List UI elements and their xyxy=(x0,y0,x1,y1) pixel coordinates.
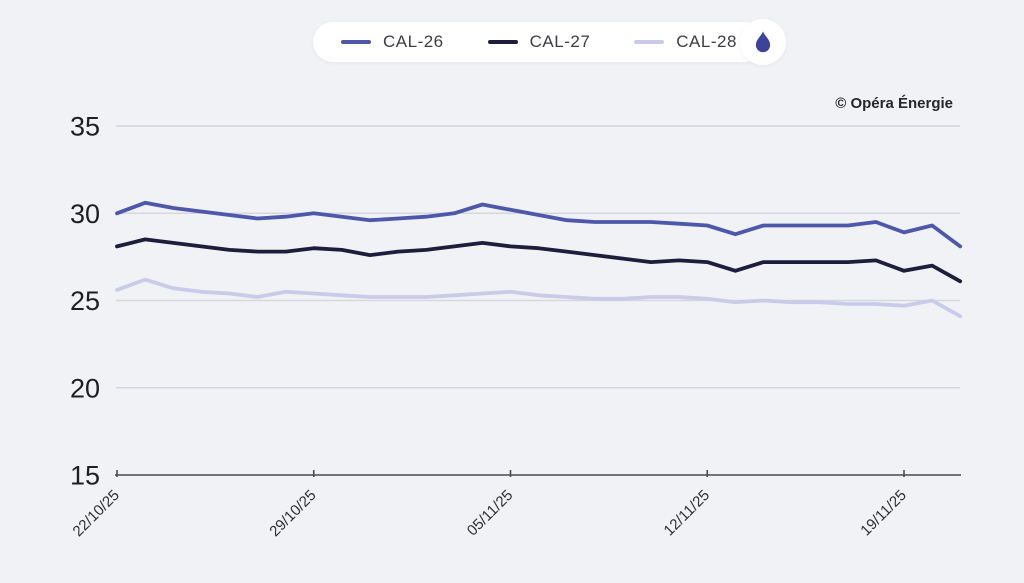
legend-label-cal-26: CAL-26 xyxy=(383,32,444,51)
y-tick-label: 20 xyxy=(70,373,100,403)
series-line-cal-28 xyxy=(115,277,963,319)
y-tick-label: 25 xyxy=(70,286,100,316)
legend-swatch-cal-27 xyxy=(487,40,518,44)
y-tick-label: 35 xyxy=(70,112,100,142)
legend-item-cal-27[interactable]: CAL-27 xyxy=(487,32,591,52)
x-tick-label: 19/11/25 xyxy=(857,487,910,540)
x-axis xyxy=(115,470,961,477)
y-axis-labels: 15 20 25 30 35 xyxy=(70,112,100,491)
series-line-cal-27 xyxy=(115,237,963,284)
legend-item-cal-28[interactable]: CAL-28 xyxy=(634,32,737,52)
gas-toggle-button[interactable] xyxy=(740,19,786,65)
legend-swatch-cal-26 xyxy=(341,40,371,44)
legend-item-cal-26[interactable]: CAL-26 xyxy=(341,32,444,52)
x-tick-label: 22/10/25 xyxy=(70,487,123,540)
legend-pill: CAL-26 CAL-27 CAL-28 xyxy=(313,22,765,62)
x-tick-label: 12/11/25 xyxy=(661,487,714,540)
series-line-cal-26 xyxy=(115,200,963,249)
gridlines xyxy=(116,125,960,389)
watermark: © Opéra Énergie xyxy=(835,95,953,112)
flame-icon xyxy=(755,31,771,53)
x-tick-label: 05/11/25 xyxy=(464,487,517,540)
legend-label-cal-27: CAL-27 xyxy=(529,32,591,51)
legend-swatch-cal-28 xyxy=(634,40,665,44)
legend-label-cal-28: CAL-28 xyxy=(676,32,737,51)
x-tick-label: 29/10/25 xyxy=(266,487,319,540)
y-tick-label: 30 xyxy=(70,199,100,229)
y-tick-label: 15 xyxy=(70,461,100,491)
x-axis-labels: 22/10/25 29/10/25 05/11/25 12/11/25 19/11/25 xyxy=(70,487,910,540)
